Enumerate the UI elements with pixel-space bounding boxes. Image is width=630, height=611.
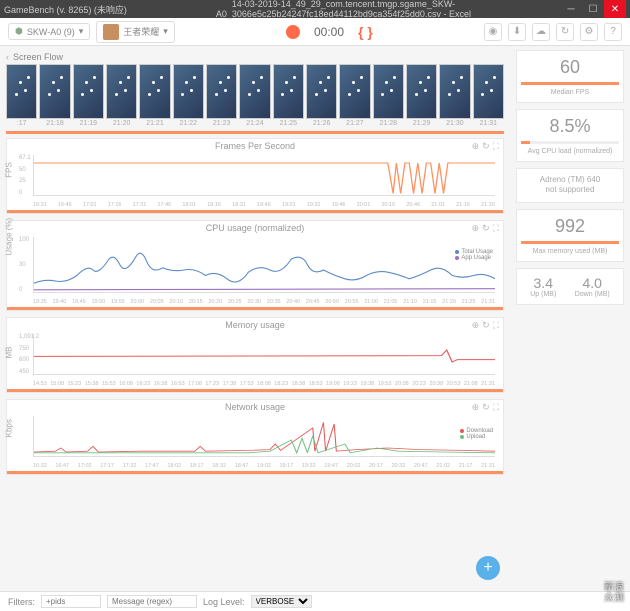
app-selector[interactable]: 王者荣耀 ▾: [96, 21, 175, 43]
titlebar: GameBench (v. 8265) (未响应) 14-03-2019-14_…: [0, 0, 630, 18]
gpu-stat: Adreno (TM) 640 not supported: [516, 168, 624, 203]
chevron-down-icon: ▾: [163, 26, 168, 37]
help-icon[interactable]: ?: [604, 23, 622, 41]
android-icon: ⬢: [15, 26, 23, 37]
chart-controls[interactable]: ⊕↻⛶: [472, 402, 499, 413]
timer: 00:00: [314, 25, 344, 39]
screenshot-strip[interactable]: :1721:1821:1921:2021:2121:2221:2321:2421…: [6, 64, 504, 127]
left-panel: ‹ Screen Flow :1721:1821:1921:2021:2121:…: [0, 46, 510, 591]
collapse-icon[interactable]: ‹: [6, 52, 9, 62]
chevron-down-icon: ▾: [79, 26, 84, 37]
add-fab[interactable]: +: [476, 556, 500, 580]
cpu-chart: CPU usage (normalized) ⊕↻⛶ Usage (%) 100…: [6, 220, 504, 311]
chart-controls[interactable]: ⊕↻⛶: [472, 223, 499, 234]
thumbnail[interactable]: 21:24: [239, 64, 270, 127]
thumbnail[interactable]: 21:27: [339, 64, 370, 127]
loglevel-select[interactable]: VERBOSE: [251, 595, 312, 608]
file-name: 14-03-2019-14_49_29_com.tencent.tmgp.sga…: [127, 0, 560, 19]
mem-stat: 992 Max memory used (MB): [516, 209, 624, 262]
device-selector[interactable]: ⬢ SKW-A0 (9) ▾: [8, 23, 90, 40]
chart-controls[interactable]: ⊕↻⛶: [472, 320, 499, 331]
refresh-icon[interactable]: ↻: [556, 23, 574, 41]
wifi-icon[interactable]: ◉: [484, 23, 502, 41]
timeline-bar[interactable]: [6, 131, 504, 134]
download-icon[interactable]: ⬇: [508, 23, 526, 41]
cpu-stat: 8.5% Avg CPU load (normalized): [516, 109, 624, 162]
app-avatar: [103, 24, 119, 40]
settings-icon[interactable]: ⚙: [580, 23, 598, 41]
watermark: 新浪众测: [604, 582, 624, 604]
chart-title: Network usage: [7, 400, 503, 414]
thumbnail[interactable]: 21:18: [39, 64, 70, 127]
chart-title: CPU usage (normalized): [7, 221, 503, 235]
thumbnail[interactable]: 21:23: [206, 64, 237, 127]
mem-chart: Memory usage ⊕↻⛶ MB 1,091.2750600450 14:…: [6, 317, 504, 393]
screenflow-header[interactable]: ‹ Screen Flow: [6, 50, 504, 64]
thumbnail[interactable]: 21:31: [473, 64, 504, 127]
fps-chart: Frames Per Second ⊕↻⛶ FPS 67.150250 16:3…: [6, 138, 504, 214]
thumbnail[interactable]: 21:21: [139, 64, 170, 127]
regex-input[interactable]: [107, 595, 197, 608]
chart-title: Frames Per Second: [7, 139, 503, 153]
thumbnail[interactable]: 21:20: [106, 64, 137, 127]
toolbar: ⬢ SKW-A0 (9) ▾ 王者荣耀 ▾ 00:00 { } ◉ ⬇ ☁ ↻ …: [0, 18, 630, 46]
chart-controls[interactable]: ⊕↻⛶: [472, 141, 499, 152]
net-stat: 3.4Up (MB) 4.0Down (MB): [516, 268, 624, 305]
maximize-button[interactable]: ☐: [582, 0, 604, 18]
thumbnail[interactable]: 21:28: [373, 64, 404, 127]
pids-input[interactable]: [41, 595, 101, 608]
fps-stat: 60 Median FPS: [516, 50, 624, 103]
brace-icon[interactable]: { }: [358, 24, 373, 40]
chart-title: Memory usage: [7, 318, 503, 332]
thumbnail[interactable]: 21:26: [306, 64, 337, 127]
thumbnail[interactable]: 21:30: [439, 64, 470, 127]
record-button[interactable]: [286, 25, 300, 39]
thumbnail[interactable]: :17: [6, 64, 37, 127]
thumbnail[interactable]: 21:22: [173, 64, 204, 127]
thumbnail[interactable]: 21:29: [406, 64, 437, 127]
app-title: GameBench (v. 8265) (未响应): [4, 3, 127, 16]
footer: Filters: Log Level: VERBOSE: [0, 591, 630, 611]
close-button[interactable]: ✕: [604, 0, 626, 18]
thumbnail[interactable]: 21:19: [73, 64, 104, 127]
cloud-icon[interactable]: ☁: [532, 23, 550, 41]
stats-panel: 60 Median FPS 8.5% Avg CPU load (normali…: [510, 46, 630, 591]
minimize-button[interactable]: ─: [560, 0, 582, 18]
thumbnail[interactable]: 21:25: [273, 64, 304, 127]
net-chart: Network usage ⊕↻⛶ Kbps 16:3216:4717:0217…: [6, 399, 504, 475]
